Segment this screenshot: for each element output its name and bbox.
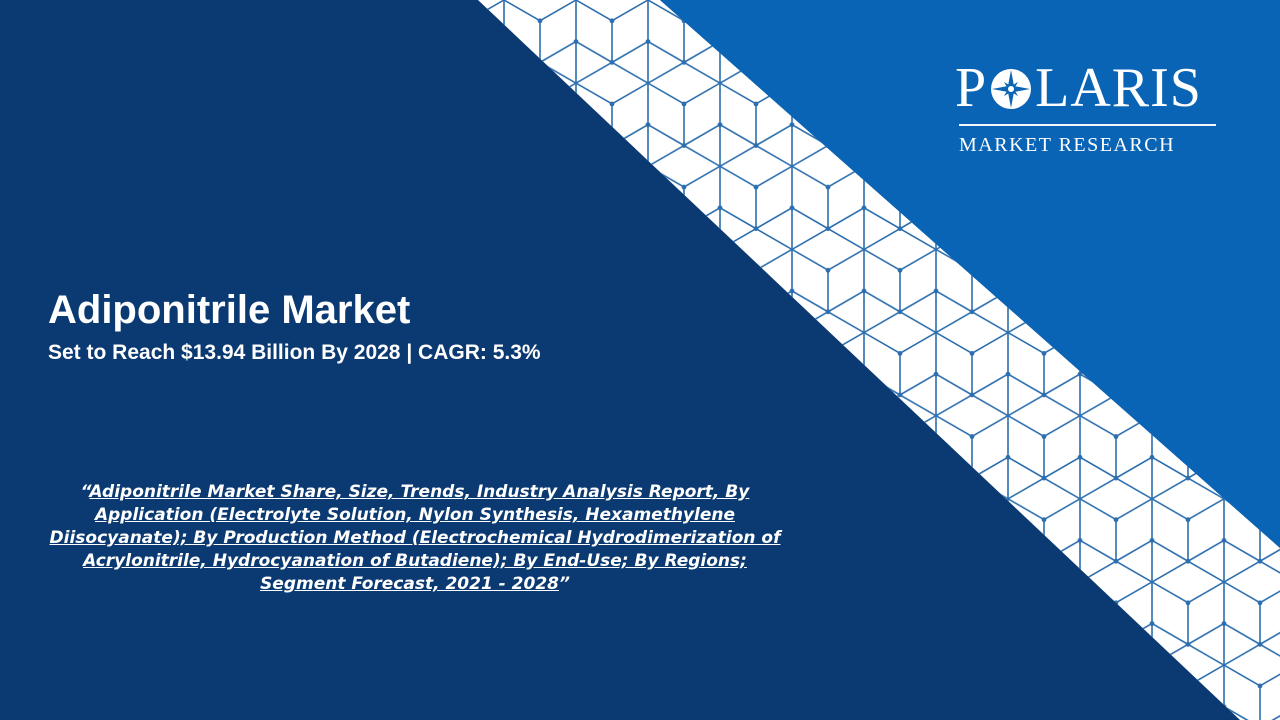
page-subtitle: Set to Reach $13.94 Billion By 2028 | CA… (48, 341, 541, 364)
brand-blue-corner (660, 0, 1280, 548)
page-title: Adiponitrile Market (48, 288, 411, 332)
logo-divider (959, 124, 1216, 126)
open-quote: “ (80, 482, 90, 502)
logo-letters-laris: LARIS (1035, 57, 1202, 119)
logo-tagline: MARKET RESEARCH (959, 134, 1176, 156)
report-description: “Adiponitrile Market Share, Size, Trends… (40, 481, 790, 596)
logo-wordmark: P LARIS (955, 58, 1220, 118)
polaris-logo: P LARIS MARKET RESEARCH (955, 58, 1220, 157)
close-quote: ” (558, 574, 570, 594)
compass-star-icon (991, 69, 1032, 109)
logo-letter-p: P (955, 57, 988, 119)
report-title-link[interactable]: Adiponitrile Market Share, Size, Trends,… (49, 482, 781, 594)
